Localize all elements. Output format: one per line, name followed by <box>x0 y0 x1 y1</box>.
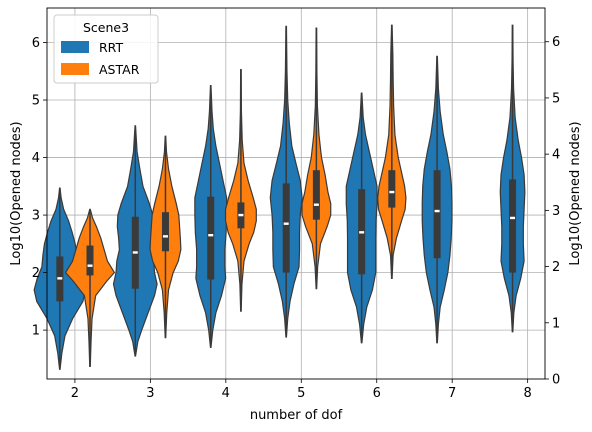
x-tick-label: 7 <box>448 386 456 401</box>
violin-plot-area <box>33 24 526 370</box>
legend-swatch-rrt <box>61 41 89 53</box>
legend-label-astar: ASTAR <box>99 62 140 77</box>
y-tick-label-right: 5 <box>552 91 560 106</box>
plot-frame <box>46 7 546 380</box>
iqr-box-rrt-7 <box>433 170 441 259</box>
x-tick-label: 8 <box>524 386 532 401</box>
median-marker-rrt-7 <box>434 209 440 213</box>
median-marker-rrt-3 <box>132 251 138 254</box>
iqr-box-astar-5 <box>312 170 320 220</box>
x-tick-label: 2 <box>71 386 79 401</box>
iqr-box-astar-3 <box>161 212 169 252</box>
y-tick-label-left: 5 <box>32 94 40 109</box>
median-marker-astar-6 <box>389 190 395 194</box>
legend: Scene3 RRT ASTAR <box>53 14 159 84</box>
y-tick-label-right: 4 <box>552 148 560 163</box>
iqr-box-rrt-8 <box>509 179 517 273</box>
y-tick-label-left: 1 <box>32 324 40 339</box>
median-marker-astar-2 <box>87 264 93 267</box>
iqr-box-astar-2 <box>86 245 94 276</box>
y-tick-label-right: 2 <box>552 260 560 275</box>
legend-swatch-astar <box>61 63 89 75</box>
median-marker-rrt-2 <box>57 277 63 280</box>
legend-label-rrt: RRT <box>99 40 123 55</box>
median-marker-astar-4 <box>238 213 244 217</box>
legend-title: Scene3 <box>83 20 129 35</box>
y-tick-label-left: 4 <box>32 151 40 166</box>
x-axis-label: number of dof <box>250 408 343 423</box>
x-tick-label: 3 <box>146 386 154 401</box>
median-marker-rrt-4 <box>208 234 214 237</box>
x-tick-label: 6 <box>373 386 381 401</box>
axes: 2 3 4 5 6 7 8 1 2 3 4 5 6 0 1 2 3 4 5 6 <box>32 35 561 401</box>
y-axis-label-left: Log10(Opened nodes) <box>9 121 24 265</box>
y-tick-label-right: 3 <box>552 204 560 219</box>
y-tick-label-right: 0 <box>552 373 560 388</box>
x-tick-label: 4 <box>222 386 230 401</box>
iqr-box-rrt-4 <box>207 196 215 280</box>
median-marker-astar-5 <box>313 203 319 206</box>
iqr-box-rrt-5 <box>282 183 290 273</box>
x-tick-label: 5 <box>297 386 305 401</box>
y-tick-label-right: 1 <box>552 316 560 331</box>
y-tick-label-left: 6 <box>32 36 40 51</box>
y-tick-label-right: 6 <box>552 35 560 50</box>
iqr-box-astar-6 <box>388 170 396 208</box>
median-marker-rrt-5 <box>283 222 289 225</box>
y-tick-label-left: 2 <box>32 266 40 281</box>
median-marker-rrt-8 <box>510 216 516 220</box>
median-marker-astar-3 <box>162 235 168 238</box>
y-axis-label-right: Log10(Opened nodes) <box>568 121 583 265</box>
y-tick-label-left: 3 <box>32 209 40 224</box>
median-marker-rrt-6 <box>359 231 365 234</box>
